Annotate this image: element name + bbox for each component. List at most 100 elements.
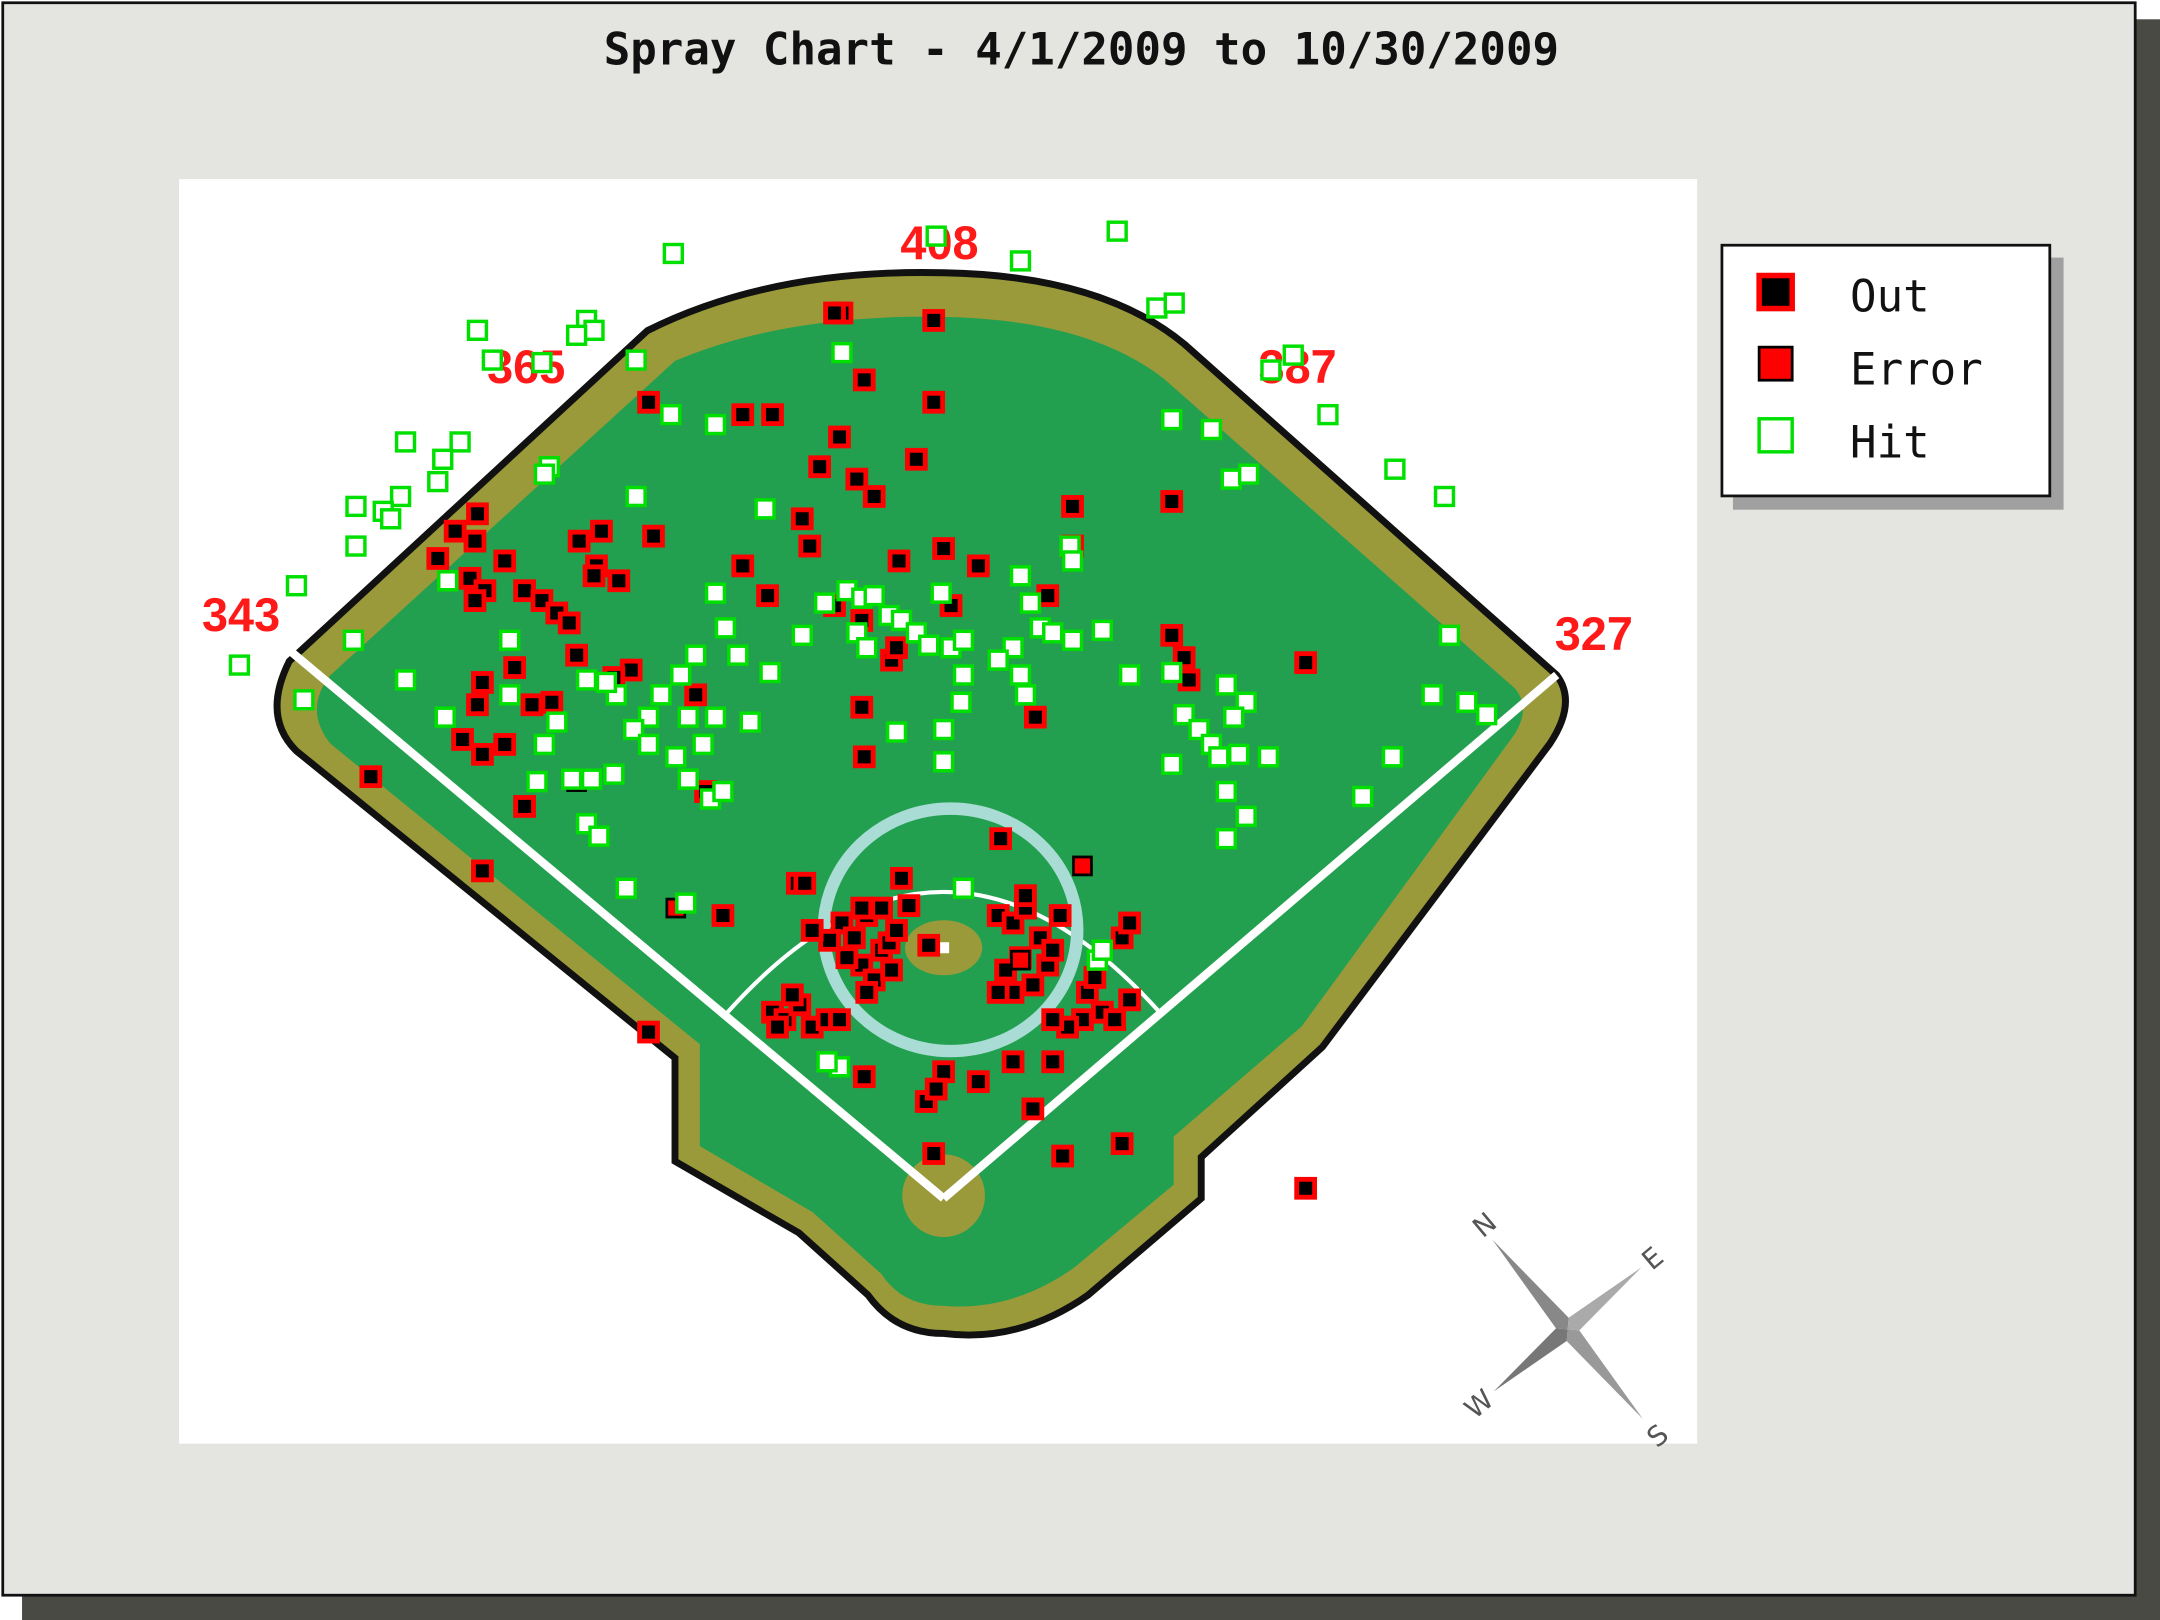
point-hit [952,877,975,899]
point-hit [615,877,637,899]
point-hit [575,669,598,691]
point-hit [918,634,940,656]
point-hit [1220,468,1242,490]
point-error [1072,855,1093,877]
point-hit [1161,661,1183,684]
point-hit [580,768,603,790]
point-out [1177,668,1201,692]
point-hit [1257,746,1280,768]
point-hit [987,649,1009,671]
point-hit [885,721,908,743]
right-foul-line [940,671,1560,1202]
point-hit [1091,939,1113,961]
point-hit [394,669,417,691]
point-hit [1235,805,1257,828]
point-hit [1351,785,1374,808]
point-out [966,554,990,578]
point-hit [952,629,975,651]
point-out [637,390,660,414]
point-out [1041,938,1065,962]
point-out [800,919,824,942]
point-hit [1061,629,1084,651]
point-hit [526,770,548,793]
point-hit [1106,220,1128,242]
point-out [845,467,869,491]
point-hit [1042,622,1064,644]
point-hit [1019,592,1042,614]
point-out [766,1015,789,1039]
point-hit [1009,664,1032,686]
point-out [471,742,494,766]
point-hit [228,654,251,676]
point-hit [660,403,682,426]
point-hit [704,706,727,728]
point-hit [432,448,454,470]
point-out [540,690,564,714]
point-hit [546,711,568,733]
point-out [850,896,874,920]
point-out [513,795,536,818]
compass-rose-icon: N E S W [1459,1206,1675,1454]
point-out [852,1065,876,1089]
distance-label-lf: 343 [202,589,280,641]
point-out [637,1020,660,1044]
point-out [684,683,708,707]
point-hit [1215,780,1237,803]
point-hit [588,825,610,847]
point-hit [1237,463,1260,485]
point-hit [625,349,647,371]
point-out [1160,490,1184,513]
legend-swatch-out [1756,272,1795,312]
point-out [1110,1132,1134,1156]
point-hit [531,351,553,374]
point-out [890,866,913,890]
point-hit [449,431,471,453]
point-hit [293,689,315,711]
point-hit [342,629,365,651]
point-hit [863,584,885,607]
point-hit [1215,674,1237,696]
point-out [917,933,941,957]
point-out [1041,1008,1065,1032]
point-out [1021,973,1045,997]
point-out [463,589,487,612]
point-out [1001,1050,1025,1074]
point-out [855,981,879,1004]
point-out [887,549,911,573]
pitchers-rubber [938,942,950,954]
point-out [922,309,946,332]
point-hit [1475,703,1498,726]
point-hit [1223,706,1245,728]
point-hit [499,684,521,706]
point-out [852,368,876,392]
point-out [503,656,527,679]
point-hit [437,570,459,592]
point-hit [925,225,947,247]
point-hit [950,691,972,713]
point-out [1036,584,1060,608]
point-hit [1381,746,1404,768]
point-out [451,728,474,751]
point-hit [637,733,660,756]
point-hit [1014,684,1037,706]
point-hit [1161,753,1183,775]
left-foul-line [286,647,947,1202]
point-hit [816,1051,838,1073]
point-out [798,534,822,558]
point-out [986,981,1010,1004]
point-hit [670,664,692,686]
point-hit [831,341,853,364]
point-hit [677,706,699,728]
point-hit [650,684,672,706]
point-out [823,301,846,325]
distance-label-rf: 327 [1555,608,1633,660]
point-hit [704,582,727,604]
point-hit [345,535,367,557]
point-hit [739,711,761,733]
point-hit [1317,403,1339,426]
point-hit [1260,359,1282,381]
point-out [880,958,903,982]
point-out [870,896,893,920]
point-hit [856,637,878,659]
point-out [1160,623,1184,647]
